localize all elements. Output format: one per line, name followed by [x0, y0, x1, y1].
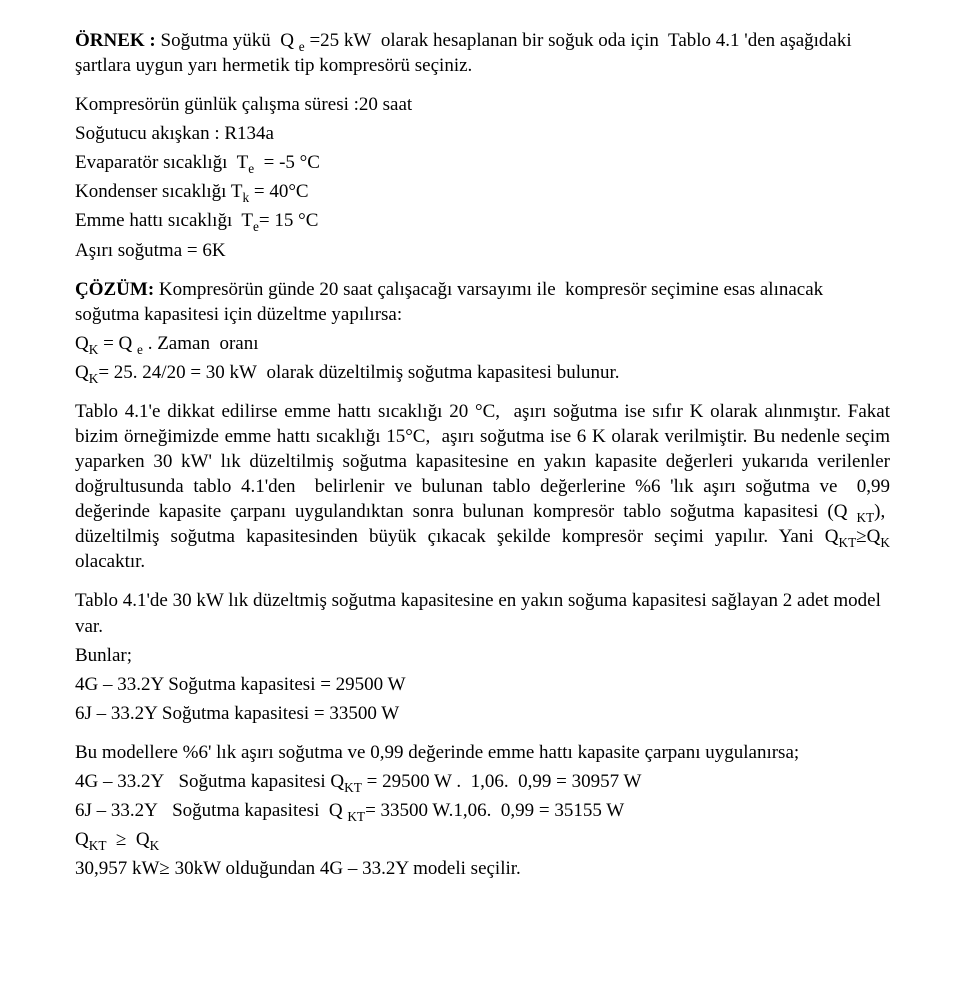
given-conditions: Kompresörün günlük çalışma süresi :20 sa… — [75, 92, 890, 262]
document-page: ÖRNEK : Soğutma yükü Q e =25 kW olarak h… — [0, 0, 960, 1004]
eq-qk-calc: QK= 25. 24/20 = 30 kW olarak düzeltilmiş… — [75, 360, 890, 385]
models-intro: Tablo 4.1'de 30 kW lık düzeltmiş soğutma… — [75, 588, 890, 638]
models-block: Tablo 4.1'de 30 kW lık düzeltmiş soğutma… — [75, 588, 890, 725]
example-heading-text: ÖRNEK : Soğutma yükü Q e =25 kW olarak h… — [75, 28, 890, 78]
eq-qk-def: QK = Q e . Zaman oranı — [75, 331, 890, 356]
cond-evaporator-temp: Evaparatör sıcaklığı Te = -5 °C — [75, 150, 890, 175]
calc-block: Bu modellere %6' lık aşırı soğutma ve 0,… — [75, 740, 890, 881]
calc-6j: 6J – 33.2Y Soğutma kapasitesi Q KT= 3350… — [75, 798, 890, 823]
models-label: Bunlar; — [75, 643, 890, 668]
cond-refrigerant: Soğutucu akışkan : R134a — [75, 121, 890, 146]
cond-runtime: Kompresörün günlük çalışma süresi :20 sa… — [75, 92, 890, 117]
calc-intro: Bu modellere %6' lık aşırı soğutma ve 0,… — [75, 740, 890, 765]
explanation-text: Tablo 4.1'e dikkat edilirse emme hattı s… — [75, 399, 890, 575]
cond-condenser-temp: Kondenser sıcaklığı Tk = 40°C — [75, 179, 890, 204]
solution-intro: ÇÖZÜM: Kompresörün günde 20 saat çalışac… — [75, 277, 890, 327]
explanation-paragraph: Tablo 4.1'e dikkat edilirse emme hattı s… — [75, 399, 890, 575]
example-heading: ÖRNEK : Soğutma yükü Q e =25 kW olarak h… — [75, 28, 890, 78]
cond-suction-temp: Emme hattı sıcaklığı Te= 15 °C — [75, 208, 890, 233]
model-6j: 6J – 33.2Y Soğutma kapasitesi = 33500 W — [75, 701, 890, 726]
cond-subcooling: Aşırı soğutma = 6K — [75, 238, 890, 263]
calc-condition: QKT ≥ QK — [75, 827, 890, 852]
model-4g: 4G – 33.2Y Soğutma kapasitesi = 29500 W — [75, 672, 890, 697]
calc-result: 30,957 kW≥ 30kW olduğundan 4G – 33.2Y mo… — [75, 856, 890, 881]
calc-4g: 4G – 33.2Y Soğutma kapasitesi QKT = 2950… — [75, 769, 890, 794]
solution-block-1: ÇÖZÜM: Kompresörün günde 20 saat çalışac… — [75, 277, 890, 385]
